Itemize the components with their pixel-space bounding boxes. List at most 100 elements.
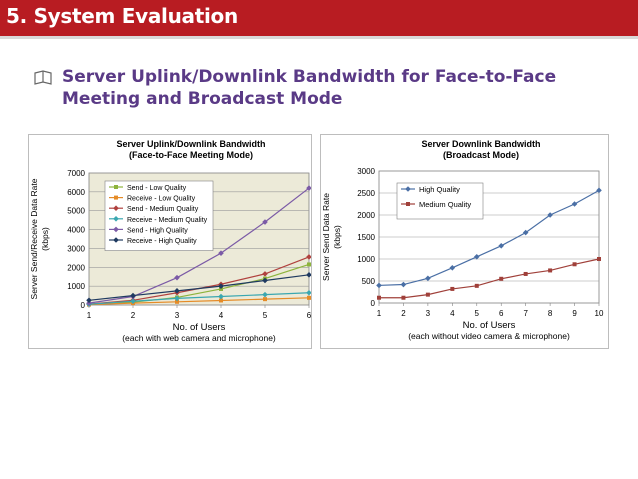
legend-box: [104, 180, 214, 251]
slide-title: 5. System Evaluation: [6, 4, 238, 28]
data-point-f2f-5: [218, 283, 224, 289]
data-point-f2f-4: [218, 250, 224, 256]
book-bullet-icon: [34, 70, 52, 85]
y-tick-label: 7000: [67, 169, 85, 178]
data-point-f2f-5: [262, 277, 268, 284]
data-point-bcast-1: [474, 283, 479, 288]
data-point-bcast-1: [425, 292, 430, 297]
chart-title: Server Uplink/Downlink Bandwidth: [116, 139, 265, 149]
legend-swatch-marker: [405, 186, 411, 192]
x-tick-label: 10: [595, 309, 604, 318]
x-tick-label: 1: [87, 311, 92, 320]
chart-subtitle: (Face-to-Face Meeting Mode): [129, 150, 253, 160]
x-tick-label: 4: [219, 311, 224, 320]
series-line-f2f-4: [88, 187, 310, 304]
chart-face-to-face: Server Uplink/Downlink Bandwidth(Face-to…: [29, 139, 311, 343]
data-point-f2f-4: [306, 185, 311, 191]
header-divider: [0, 36, 638, 39]
x-tick-label: 3: [175, 311, 180, 320]
data-point-f2f-1: [263, 297, 267, 302]
y-tick-label: 0: [371, 299, 376, 308]
x-tick-label: 9: [572, 309, 577, 318]
data-point-bcast-1: [548, 268, 553, 273]
data-point-f2f-1: [175, 299, 179, 304]
legend-swatch-marker: [113, 237, 119, 243]
x-tick-label: 6: [307, 311, 311, 320]
data-point-f2f-5: [306, 272, 311, 278]
legend-swatch-marker: [113, 226, 119, 233]
data-point-bcast-0: [522, 229, 529, 236]
y-tick-label: 5000: [67, 207, 85, 216]
y-axis-label: Server Send/Receive Data Rate: [29, 178, 39, 299]
x-tick-label: 4: [450, 309, 455, 318]
y-tick-label: 500: [362, 277, 376, 286]
data-point-bcast-1: [572, 262, 577, 267]
series-line-f2f-5: [88, 274, 310, 301]
y-tick-label: 4000: [67, 226, 85, 235]
data-point-bcast-0: [376, 282, 382, 289]
data-point-f2f-1: [307, 295, 311, 300]
bullet-text: Server Uplink/Downlink Bandwidth for Fac…: [62, 67, 557, 109]
legend-entry: Send - Low Quality: [127, 185, 187, 192]
data-point-bcast-0: [547, 212, 553, 218]
data-point-bcast-1: [597, 257, 601, 261]
data-point-f2f-2: [306, 254, 311, 260]
series-line-bcast-1: [379, 258, 600, 299]
x-tick-label: 2: [401, 309, 406, 318]
y-tick-label: 2000: [67, 263, 85, 272]
data-point-bcast-0: [400, 281, 407, 288]
data-point-f2f-5: [174, 288, 180, 294]
x-axis-label: No. of Users: [173, 322, 226, 333]
y-tick-label: 1000: [67, 282, 85, 291]
data-point-f2f-4: [86, 300, 92, 306]
data-point-bcast-1: [499, 276, 504, 281]
y-axis-unit: (kbps): [332, 225, 342, 249]
chart-broadcast: Server Downlink Bandwidth(Broadcast Mode…: [321, 139, 604, 341]
data-point-f2f-4: [174, 274, 180, 281]
legend-entry: Medium Quality: [419, 200, 471, 209]
data-point-f2f-2: [262, 271, 268, 277]
legend-entry: Receive - Low Quality: [127, 196, 196, 203]
x-tick-label: 6: [499, 309, 504, 318]
data-point-f2f-3: [218, 293, 224, 300]
data-point-f2f-0: [307, 262, 311, 267]
x-axis-label: No. of Users: [463, 320, 516, 331]
y-tick-label: 2000: [357, 211, 375, 220]
data-point-bcast-0: [571, 201, 578, 207]
y-tick-label: 2500: [357, 189, 375, 198]
series-line-f2f-3: [88, 292, 310, 305]
series-line-f2f-0: [88, 263, 310, 306]
data-point-f2f-3: [306, 289, 311, 296]
x-axis-sublabel: (each without video camera & microphone): [408, 331, 570, 341]
series-line-f2f-1: [88, 297, 310, 306]
chart-title: Server Downlink Bandwidth: [421, 139, 540, 149]
data-point-f2f-5: [130, 292, 136, 299]
y-tick-label: 0: [81, 301, 86, 310]
header-bar: [0, 0, 638, 36]
x-tick-label: 5: [263, 311, 268, 320]
x-tick-label: 5: [475, 309, 480, 318]
legend-swatch-marker: [114, 195, 118, 200]
series-line-bcast-0: [378, 189, 600, 286]
y-tick-label: 3000: [67, 244, 85, 253]
x-tick-label: 3: [426, 309, 431, 318]
data-point-f2f-3: [174, 295, 180, 302]
legend-entry: Send - High Quality: [127, 227, 188, 234]
legend-entry: Receive - Medium Quality: [127, 217, 208, 224]
data-point-bcast-0: [596, 187, 602, 194]
legend-entry: Receive - High Quality: [127, 238, 197, 245]
chart-subtitle: (Broadcast Mode): [443, 150, 519, 160]
data-point-f2f-3: [262, 291, 268, 298]
y-tick-label: 1000: [357, 255, 375, 264]
legend-entry: Send - Medium Quality: [127, 206, 199, 213]
x-tick-label: 8: [548, 309, 553, 318]
data-point-f2f-0: [219, 286, 223, 291]
y-tick-label: 3000: [357, 167, 375, 176]
legend-swatch-marker: [406, 202, 410, 206]
chart-panel-broadcast: Server Downlink Bandwidth (Broadcast Mode…: [320, 134, 609, 349]
y-tick-label: 6000: [67, 188, 85, 197]
data-point-bcast-1: [401, 295, 406, 300]
data-point-bcast-1: [523, 271, 528, 276]
data-point-f2f-1: [219, 298, 223, 303]
legend-entry: High Quality: [419, 185, 460, 194]
